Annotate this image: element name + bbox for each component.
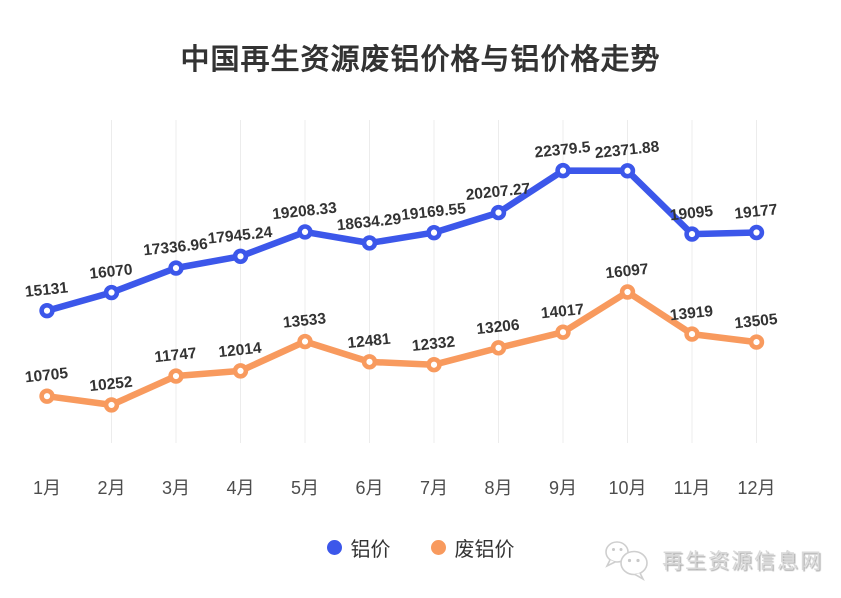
x-axis-label: 6月 (355, 478, 383, 498)
data-point[interactable] (103, 284, 120, 301)
data-point[interactable] (361, 235, 378, 251)
value-label: 13919 (669, 303, 714, 324)
data-point[interactable] (490, 340, 507, 356)
value-label: 15131 (24, 279, 69, 300)
value-label: 10252 (89, 374, 134, 395)
legend-dot-icon (326, 540, 342, 555)
x-axis-label: 12月 (737, 478, 775, 498)
legend-item[interactable]: 废铝价 (430, 533, 515, 562)
value-label: 20207.27 (465, 180, 531, 204)
series-line (43, 288, 760, 409)
value-label: 14017 (540, 301, 585, 322)
x-axis-label: 11月 (674, 478, 711, 498)
value-label: 13533 (282, 310, 327, 331)
value-label: 13206 (476, 317, 521, 338)
watermark: 再生资源信息网 (602, 539, 823, 581)
data-point[interactable] (39, 388, 55, 404)
chart-legend: 铝价 废铝价 (0, 533, 841, 562)
value-label: 19208.33 (271, 200, 337, 224)
value-label: 19177 (734, 201, 779, 222)
data-point[interactable] (103, 397, 120, 413)
data-point[interactable] (684, 326, 700, 342)
x-axis-label: 3月 (162, 478, 190, 498)
legend-dot-icon (430, 540, 446, 555)
data-point[interactable] (361, 354, 378, 370)
data-point[interactable] (748, 224, 765, 241)
x-axis-label: 7月 (420, 478, 448, 498)
value-label: 17336.96 (142, 236, 208, 260)
series-line (43, 167, 760, 314)
x-axis-label: 4月 (226, 478, 254, 498)
legend-label: 铝价 (350, 539, 391, 561)
value-label: 10705 (24, 365, 69, 386)
data-point[interactable] (297, 333, 313, 350)
x-axis-label: 8月 (484, 478, 512, 498)
x-axis-label: 9月 (549, 478, 577, 498)
data-point[interactable] (168, 260, 184, 276)
value-label: 17945.24 (207, 224, 273, 248)
watermark-text: 再生资源信息网 (662, 550, 823, 573)
value-label: 12332 (411, 334, 456, 355)
legend-item[interactable]: 铝价 (326, 533, 391, 562)
data-point[interactable] (619, 163, 636, 179)
wechat-icon (605, 541, 648, 581)
legend-label: 废铝价 (454, 539, 515, 561)
data-point[interactable] (426, 224, 442, 241)
data-point[interactable] (555, 162, 571, 179)
data-point[interactable] (426, 357, 442, 373)
x-axis-label: 2月 (97, 478, 125, 498)
value-label: 11747 (154, 345, 198, 366)
value-label: 19169.55 (400, 200, 466, 224)
value-label: 18634.29 (336, 211, 402, 235)
data-point[interactable] (748, 334, 765, 350)
data-point[interactable] (555, 324, 571, 340)
data-point[interactable] (232, 363, 249, 379)
x-axis-label: 5月 (291, 478, 319, 498)
value-label: 12014 (218, 340, 263, 361)
value-label: 13505 (734, 311, 779, 332)
data-point[interactable] (684, 226, 700, 242)
chart-title: 中国再生资源废铝价格与铝价格走势 (180, 44, 661, 76)
x-axis-label: 10月 (608, 478, 646, 498)
value-label: 22371.88 (594, 138, 660, 162)
data-point[interactable] (297, 224, 313, 240)
value-label: 19095 (669, 203, 714, 224)
line-chart-canvas[interactable]: 10705 10252 11747 12014 13533 12481 12332 13206… (0, 0, 841, 520)
value-label: 16097 (605, 261, 650, 282)
data-point[interactable] (232, 248, 249, 264)
data-point[interactable] (168, 368, 184, 384)
x-axis-label: 1月 (33, 478, 61, 498)
data-point[interactable] (39, 302, 55, 319)
data-point[interactable] (490, 204, 507, 221)
data-point[interactable] (619, 284, 636, 300)
value-label: 22379.5 (534, 139, 592, 162)
value-label: 16070 (89, 261, 134, 282)
value-label: 12481 (347, 331, 392, 352)
